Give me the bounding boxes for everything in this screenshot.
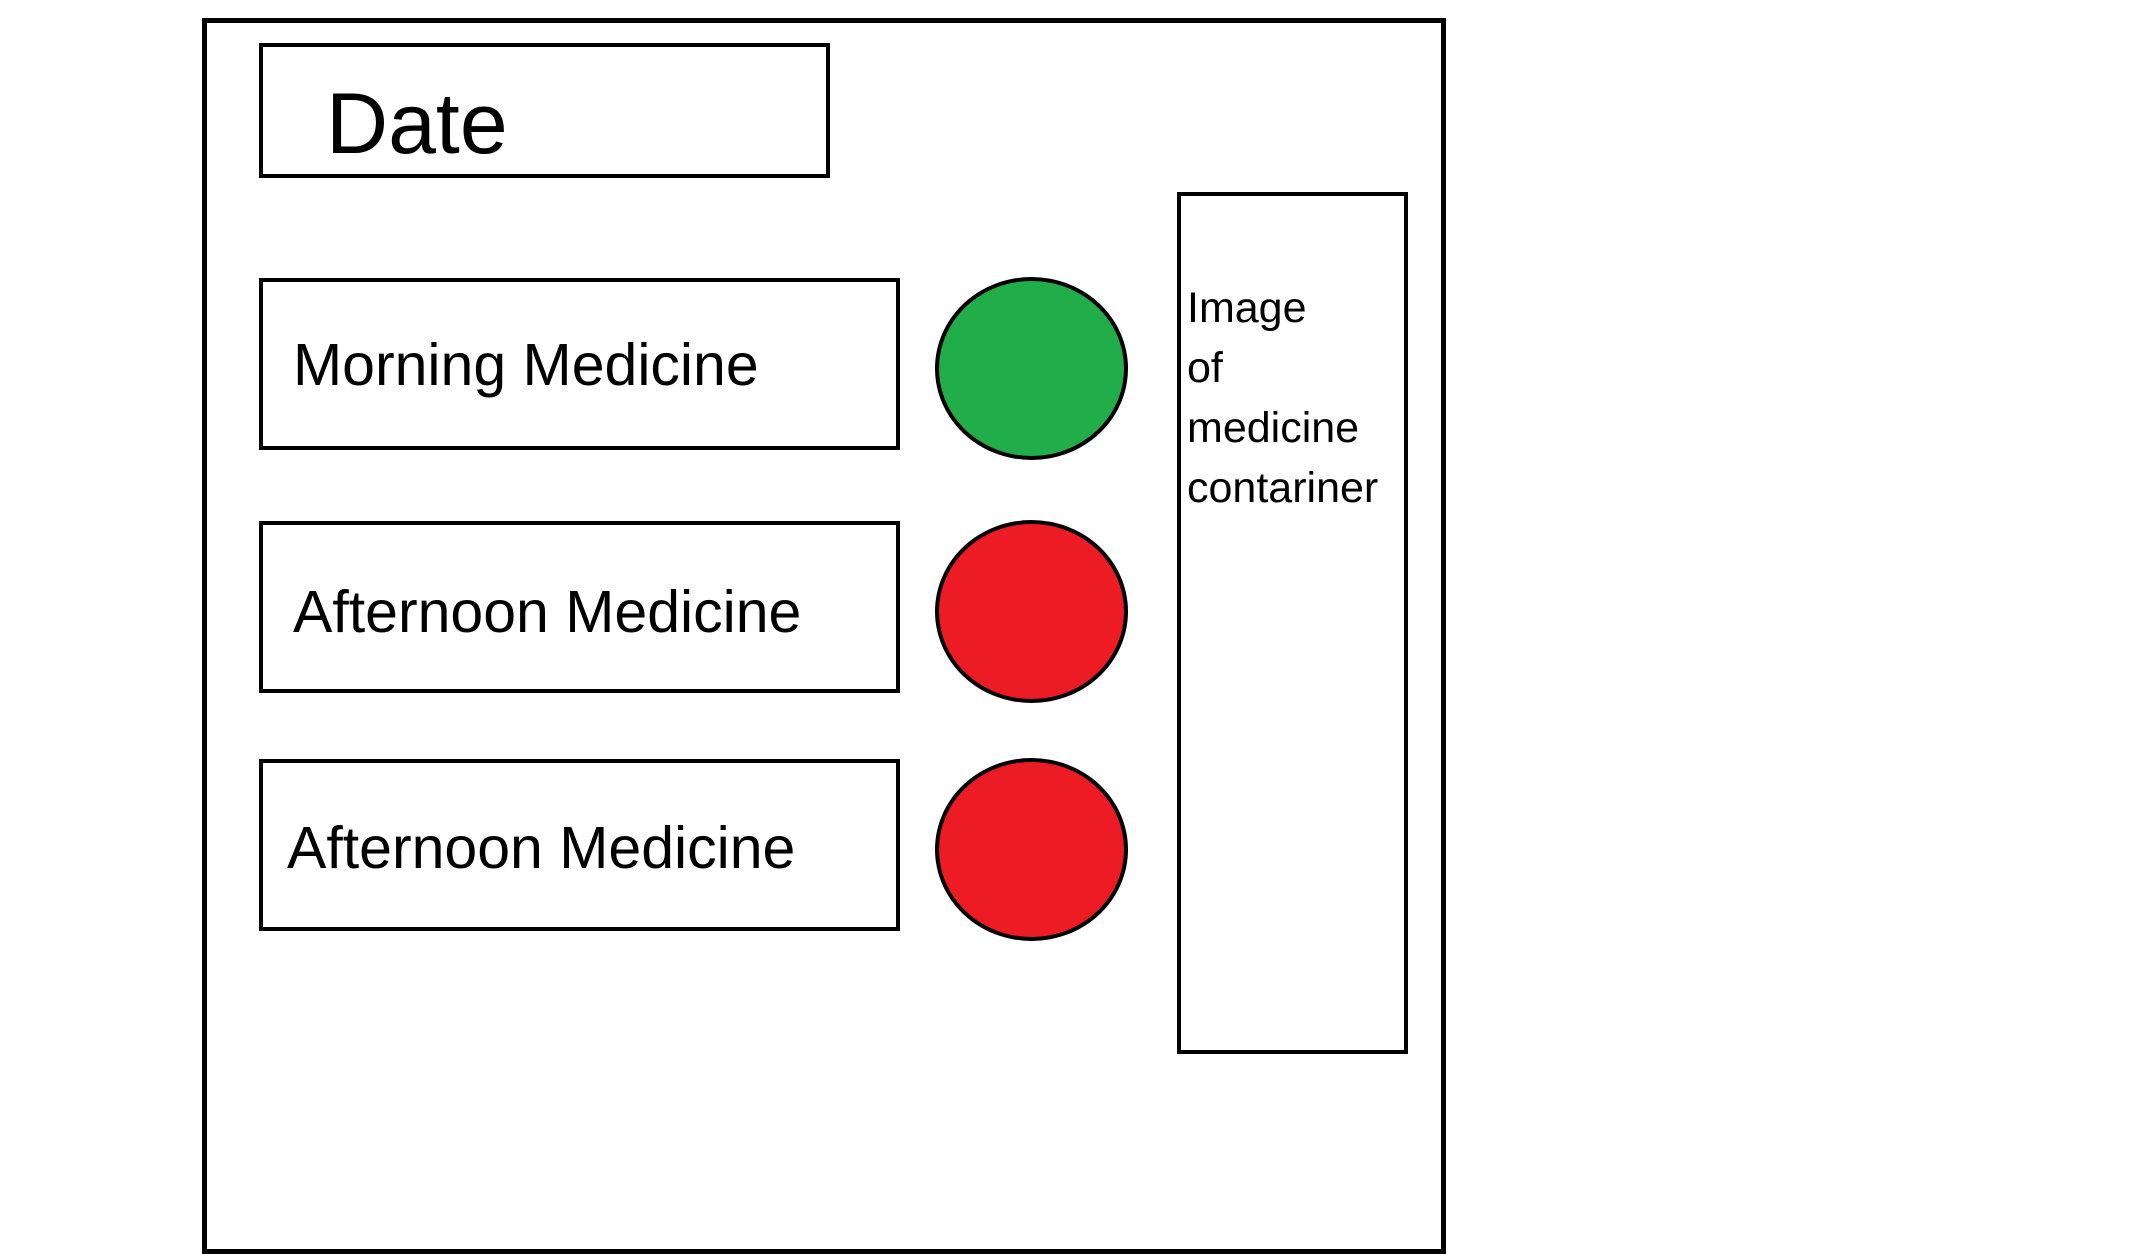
date-label: Date [326,76,508,172]
medicine-container-image-placeholder: Image of medicine contariner [1177,192,1408,1054]
date-display: Date [259,43,830,178]
status-indicator-afternoon[interactable] [935,520,1128,703]
medicine-slot-label: Afternoon Medicine [287,815,796,881]
image-placeholder-line: of [1187,344,1223,392]
medicine-slot-label: Morning Medicine [293,332,759,398]
image-placeholder-line: medicine [1187,404,1360,452]
image-placeholder-line: Image [1187,284,1307,332]
status-indicator-afternoon-2[interactable] [935,758,1128,941]
app-frame [202,18,1446,1254]
medicine-slot-afternoon[interactable]: Afternoon Medicine [259,521,900,693]
image-placeholder-text: Image of medicine contariner [1187,278,1378,518]
image-placeholder-line: contariner [1187,464,1379,512]
medicine-slot-label: Afternoon Medicine [293,579,802,645]
medicine-slot-afternoon-2[interactable]: Afternoon Medicine [259,759,900,931]
medicine-slot-morning[interactable]: Morning Medicine [259,278,900,450]
status-indicator-morning[interactable] [935,277,1128,460]
